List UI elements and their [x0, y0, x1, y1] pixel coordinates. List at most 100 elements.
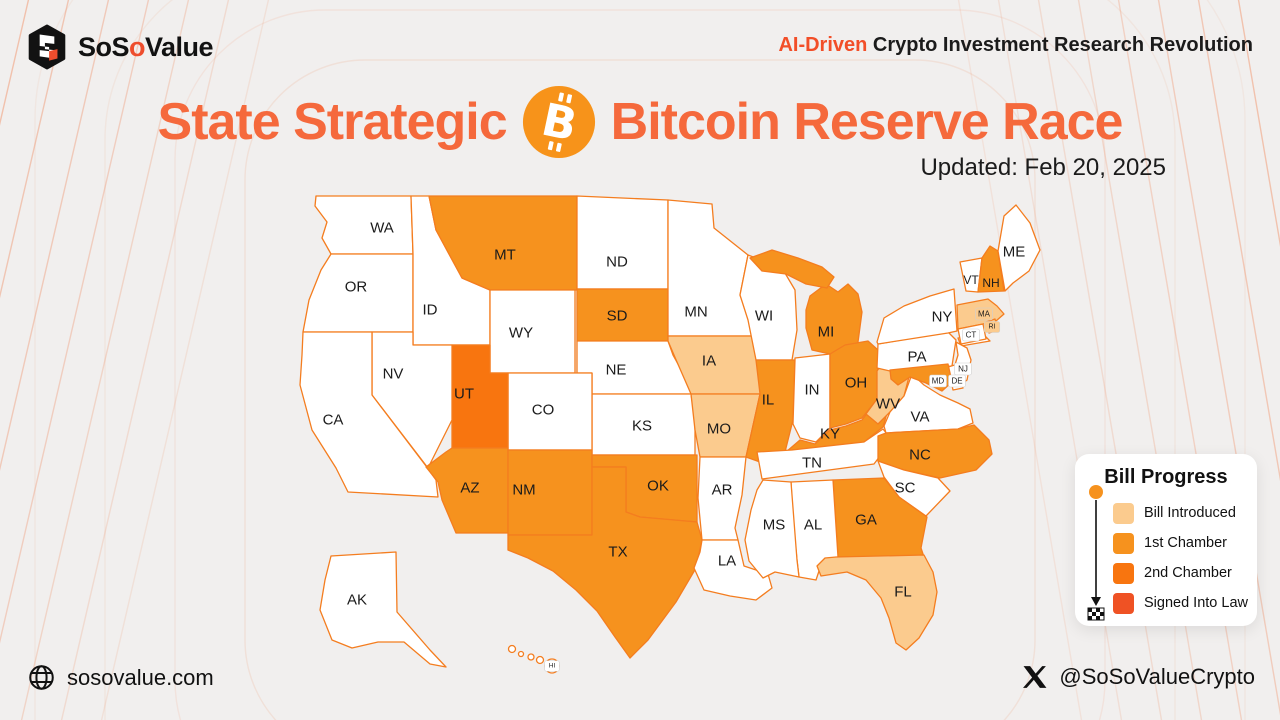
- state-label-LA: LA: [718, 553, 736, 570]
- state-HI-island: [535, 655, 545, 665]
- state-label-OK: OK: [647, 478, 669, 495]
- logo-wordmark: SoSoValue: [78, 31, 214, 63]
- state-label-IN: IN: [805, 382, 820, 399]
- state-MS: [744, 479, 800, 579]
- state-MI: [749, 249, 835, 289]
- state-label-chip-DE: [948, 374, 966, 388]
- legend-swatch-signed: [1113, 592, 1134, 614]
- website-url[interactable]: sosovalue.com: [67, 664, 214, 690]
- globe-icon: [29, 665, 54, 690]
- state-label-TN: TN: [802, 455, 822, 472]
- state-ND: [576, 195, 669, 290]
- legend-item-introduced: Bill Introduced: [1113, 498, 1248, 528]
- state-label-ME: ME: [1003, 244, 1026, 261]
- state-label-NC: NC: [909, 447, 931, 464]
- state-label-SD: SD: [607, 308, 628, 325]
- state-MN: [667, 199, 757, 337]
- legend-card: Bill Progress Bill Introduced 1st Chamber…: [1075, 454, 1257, 626]
- legend-swatch-second: [1113, 562, 1134, 584]
- state-label-IA: IA: [702, 353, 716, 370]
- state-label-NY: NY: [932, 309, 953, 326]
- legend-swatch-first: [1113, 532, 1134, 554]
- state-label-MD: MD: [932, 377, 945, 386]
- footer-twitter[interactable]: @SoSoValueCrypto: [1023, 664, 1255, 690]
- state-TX: [507, 466, 703, 659]
- state-AK: [319, 551, 447, 668]
- state-label-OR: OR: [345, 279, 368, 296]
- state-label-SC: SC: [895, 480, 916, 497]
- finish-flag-icon: [1087, 607, 1105, 621]
- state-MI: [805, 283, 863, 357]
- tagline: AI-Driven Crypto Investment Research Rev…: [778, 34, 1253, 57]
- state-label-VA: VA: [911, 409, 930, 426]
- state-label-NJ: NJ: [958, 365, 968, 374]
- legend-label: Signed Into Law: [1144, 595, 1248, 611]
- state-label-MT: MT: [494, 247, 516, 264]
- state-label-AR: AR: [712, 482, 733, 499]
- state-LA: [693, 539, 773, 601]
- state-label-NH: NH: [982, 276, 999, 290]
- state-label-NE: NE: [606, 362, 627, 379]
- title-pre: State Strategic: [157, 93, 508, 151]
- page-title: State Strategic B Bitcoin Reserve Race: [0, 84, 1280, 160]
- updated-date: Updated: Feb 20, 2025: [920, 154, 1166, 181]
- legend-label: 2nd Chamber: [1144, 565, 1232, 581]
- state-label-CO: CO: [532, 402, 555, 419]
- state-label-MS: MS: [763, 517, 786, 534]
- tagline-rest: Crypto Investment Research Revolution: [867, 34, 1253, 56]
- state-label-MA: MA: [978, 310, 991, 319]
- state-label-NM: NM: [512, 482, 535, 499]
- x-twitter-icon: [1023, 666, 1047, 688]
- bitcoin-icon: B: [522, 85, 595, 159]
- state-label-WA: WA: [370, 220, 394, 237]
- state-label-WV: WV: [876, 396, 900, 413]
- state-label-KY: KY: [820, 426, 840, 443]
- state-label-ID: ID: [423, 302, 438, 319]
- logo-text-post: Value: [145, 31, 214, 62]
- state-label-CT: CT: [966, 331, 977, 340]
- state-label-WY: WY: [509, 325, 533, 342]
- footer-website[interactable]: sosovalue.com: [28, 664, 214, 691]
- state-HI-island: [507, 644, 517, 654]
- state-HI-island: [527, 653, 535, 661]
- legend-item-first: 1st Chamber: [1113, 528, 1248, 558]
- state-label-DE: DE: [951, 377, 962, 386]
- state-label-AK: AK: [347, 592, 367, 609]
- legend-label: 1st Chamber: [1144, 535, 1228, 551]
- state-label-ND: ND: [606, 254, 628, 271]
- logo-text-pre: SoS: [78, 31, 130, 62]
- state-label-HI: HI: [549, 663, 556, 670]
- state-label-chip-CT: [962, 328, 980, 342]
- state-label-MO: MO: [707, 421, 731, 438]
- state-label-CA: CA: [323, 412, 344, 429]
- state-label-AL: AL: [804, 517, 822, 534]
- state-HI-island: [517, 650, 525, 658]
- state-label-chip-MD: [929, 374, 947, 388]
- brand-header: SoSoValue: [26, 24, 214, 70]
- legend-swatch-introduced: [1113, 502, 1134, 524]
- legend-label: Bill Introduced: [1144, 505, 1236, 521]
- progress-arrow: [1087, 485, 1105, 621]
- state-label-GA: GA: [855, 512, 877, 529]
- legend-title: Bill Progress: [1104, 466, 1228, 488]
- state-label-KS: KS: [632, 418, 652, 435]
- sosovalue-logo-icon: [28, 24, 66, 70]
- state-label-OH: OH: [845, 375, 868, 392]
- state-label-chip-RI: [983, 321, 1001, 333]
- state-label-PA: PA: [908, 349, 927, 366]
- state-ME: [997, 204, 1041, 292]
- state-NY: [876, 288, 958, 345]
- state-label-VT: VT: [963, 273, 979, 287]
- state-FL: [816, 554, 938, 651]
- tagline-highlight: AI-Driven: [778, 34, 868, 56]
- logo-text-dot: o: [129, 31, 146, 62]
- state-WA: [314, 195, 414, 255]
- title-post: Bitcoin Reserve Race: [610, 93, 1124, 151]
- legend-item-signed: Signed Into Law: [1113, 588, 1248, 618]
- legend-items: Bill Introduced 1st Chamber 2nd Chamber Sig…: [1113, 498, 1248, 618]
- state-label-UT: UT: [454, 386, 474, 403]
- twitter-handle[interactable]: @SoSoValueCrypto: [1059, 664, 1255, 689]
